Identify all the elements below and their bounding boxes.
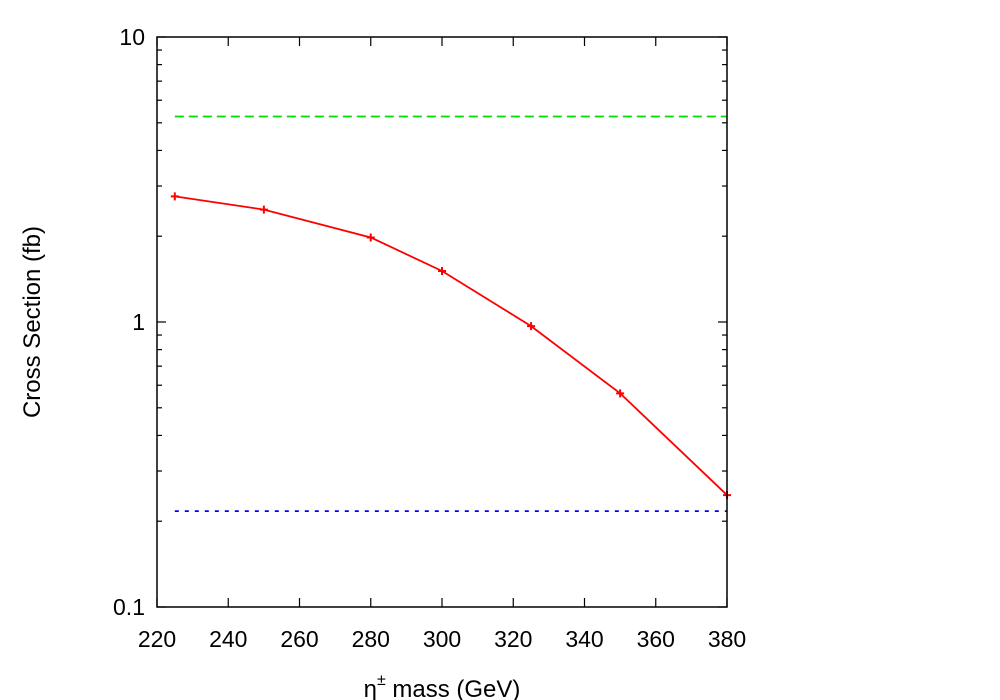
y-tick-label: 0.1	[113, 594, 145, 620]
plot-frame	[156, 36, 728, 608]
x-tick-label: 380	[708, 626, 746, 652]
data-point-marker	[438, 266, 446, 275]
data-point-marker	[527, 322, 536, 331]
x-tick-label: 260	[280, 626, 318, 652]
series-line-1	[174, 195, 728, 496]
y-tick-label: 10	[119, 24, 145, 50]
data-point-marker	[259, 205, 268, 214]
x-tick-label: 280	[352, 626, 390, 652]
x-axis-label-text: mass (GeV)	[386, 676, 521, 700]
x-tick-label: 340	[565, 626, 603, 652]
x-tick-label: 300	[423, 626, 461, 652]
data-point-marker	[366, 233, 375, 242]
series-layer	[170, 115, 731, 513]
y-tick-label: 1	[132, 309, 145, 335]
x-tick-label: 320	[494, 626, 532, 652]
x-tick-label: 360	[637, 626, 675, 652]
axis-ticks: 220 240 260 280 300 320 340 360 380 0.1 1 10	[113, 24, 746, 652]
x-tick-label: 240	[209, 626, 247, 652]
data-point-marker	[616, 389, 625, 398]
x-axis-label-symbol: η	[364, 676, 377, 700]
x-tick-label: 220	[138, 626, 176, 652]
y-axis-label: Cross Section (fb)	[19, 226, 46, 418]
x-axis-label: η± mass (GeV)	[364, 672, 521, 700]
data-point-marker	[170, 192, 179, 201]
x-axis-label-superscript: ±	[377, 672, 386, 689]
